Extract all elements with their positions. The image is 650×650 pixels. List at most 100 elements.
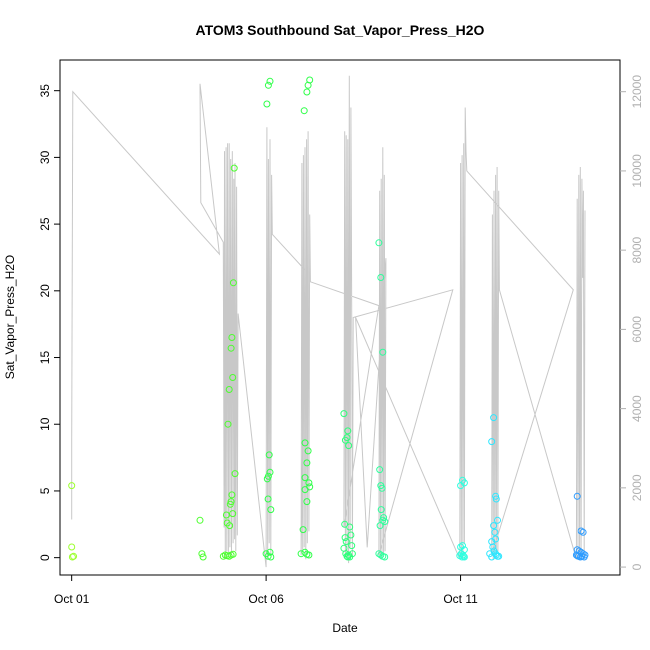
data-point [348,550,356,558]
x-axis-label: Date [332,621,358,635]
data-point [340,410,348,418]
data-point [225,552,233,560]
data-point [488,438,496,446]
data-point [345,442,353,450]
x-tick-label: Oct 01 [54,592,90,606]
data-point [381,518,389,526]
data-point [299,526,307,534]
data-point [266,77,274,85]
data-point [68,553,76,561]
x-axis: Oct 01 Oct 06 Oct 11 [54,575,478,606]
data-point [347,531,355,539]
y-right-tick-label: 10000 [630,154,644,188]
data-point [491,528,499,536]
y-right-tick-label: 12000 [630,75,644,109]
data-point [577,527,585,535]
data-point [489,543,497,551]
data-point [266,548,274,556]
data-point [490,522,498,530]
y-tick-label: 35 [38,84,52,98]
data-point [267,506,275,514]
y-tick-label: 15 [38,351,52,365]
data-point [224,420,232,428]
data-point [341,534,349,542]
data-point [460,479,468,487]
data-point [379,348,387,356]
y-right-tick-label: 0 [630,563,644,570]
data-point [68,482,76,490]
data-point [267,553,275,561]
data-point [573,492,581,500]
data-point [579,528,587,536]
data-point [229,279,237,287]
data-point [226,522,234,530]
data-point [459,542,466,550]
y-right-tick-label: 8000 [630,236,644,263]
y-axis-left: 0 5 10 15 20 25 30 35 [38,84,60,561]
data-point [460,553,468,561]
data-point [495,552,503,560]
data-point [229,510,237,518]
line-series-layer [71,75,586,568]
y-axis-label: Sat_Vapor_Press_H2O [3,255,17,380]
data-point [230,164,238,172]
data-point [490,414,498,422]
x-tick-label: Oct 06 [248,592,284,606]
data-point [264,81,272,89]
y-right-tick-label: 2000 [630,474,644,501]
data-point [227,498,235,506]
y-tick-label: 5 [38,487,52,494]
data-point [306,76,314,84]
data-point [266,468,274,476]
data-point [305,551,313,559]
data-point [231,470,239,478]
data-point [225,386,233,393]
data-point [263,100,271,108]
y-tick-label: 30 [38,150,52,164]
data-point [306,483,314,491]
data-point [381,553,389,561]
data-point [572,551,580,559]
data-point [199,553,207,561]
data-point [376,522,384,530]
data-point [70,552,78,560]
data-point [348,542,356,550]
data-point [376,466,384,474]
data-point [377,551,385,559]
data-point [377,274,385,281]
data-point [340,544,348,552]
data-point [486,550,494,558]
data-point [68,543,76,551]
data-point [264,472,272,480]
data-point [228,334,236,341]
data-point [344,427,352,435]
data-point [198,550,206,558]
y-right-tick-label: 6000 [630,316,644,343]
data-point [492,495,500,503]
y-axis-right: 0 2000 4000 6000 8000 10000 12000 [620,75,644,570]
data-point [227,344,235,352]
data-point [300,107,308,115]
data-point [375,239,383,247]
data-point [264,495,272,503]
data-point [305,479,313,487]
data-point [229,374,237,381]
data-point [229,550,237,558]
y-tick-label: 10 [38,417,52,431]
data-point [458,553,466,561]
data-point [265,451,273,459]
y-tick-label: 25 [38,217,52,231]
data-point [494,516,501,524]
data-point [264,552,272,560]
data-point [378,484,386,492]
y-right-tick-label: 4000 [630,395,644,422]
x-tick-label: Oct 11 [443,592,478,606]
data-point [301,439,309,447]
data-point [303,459,311,467]
chart-title: ATOM3 Southbound Sat_Vapor_Press_H2O [196,22,485,38]
data-point [228,491,236,499]
plot-frame [59,59,621,576]
data-point [301,474,309,482]
